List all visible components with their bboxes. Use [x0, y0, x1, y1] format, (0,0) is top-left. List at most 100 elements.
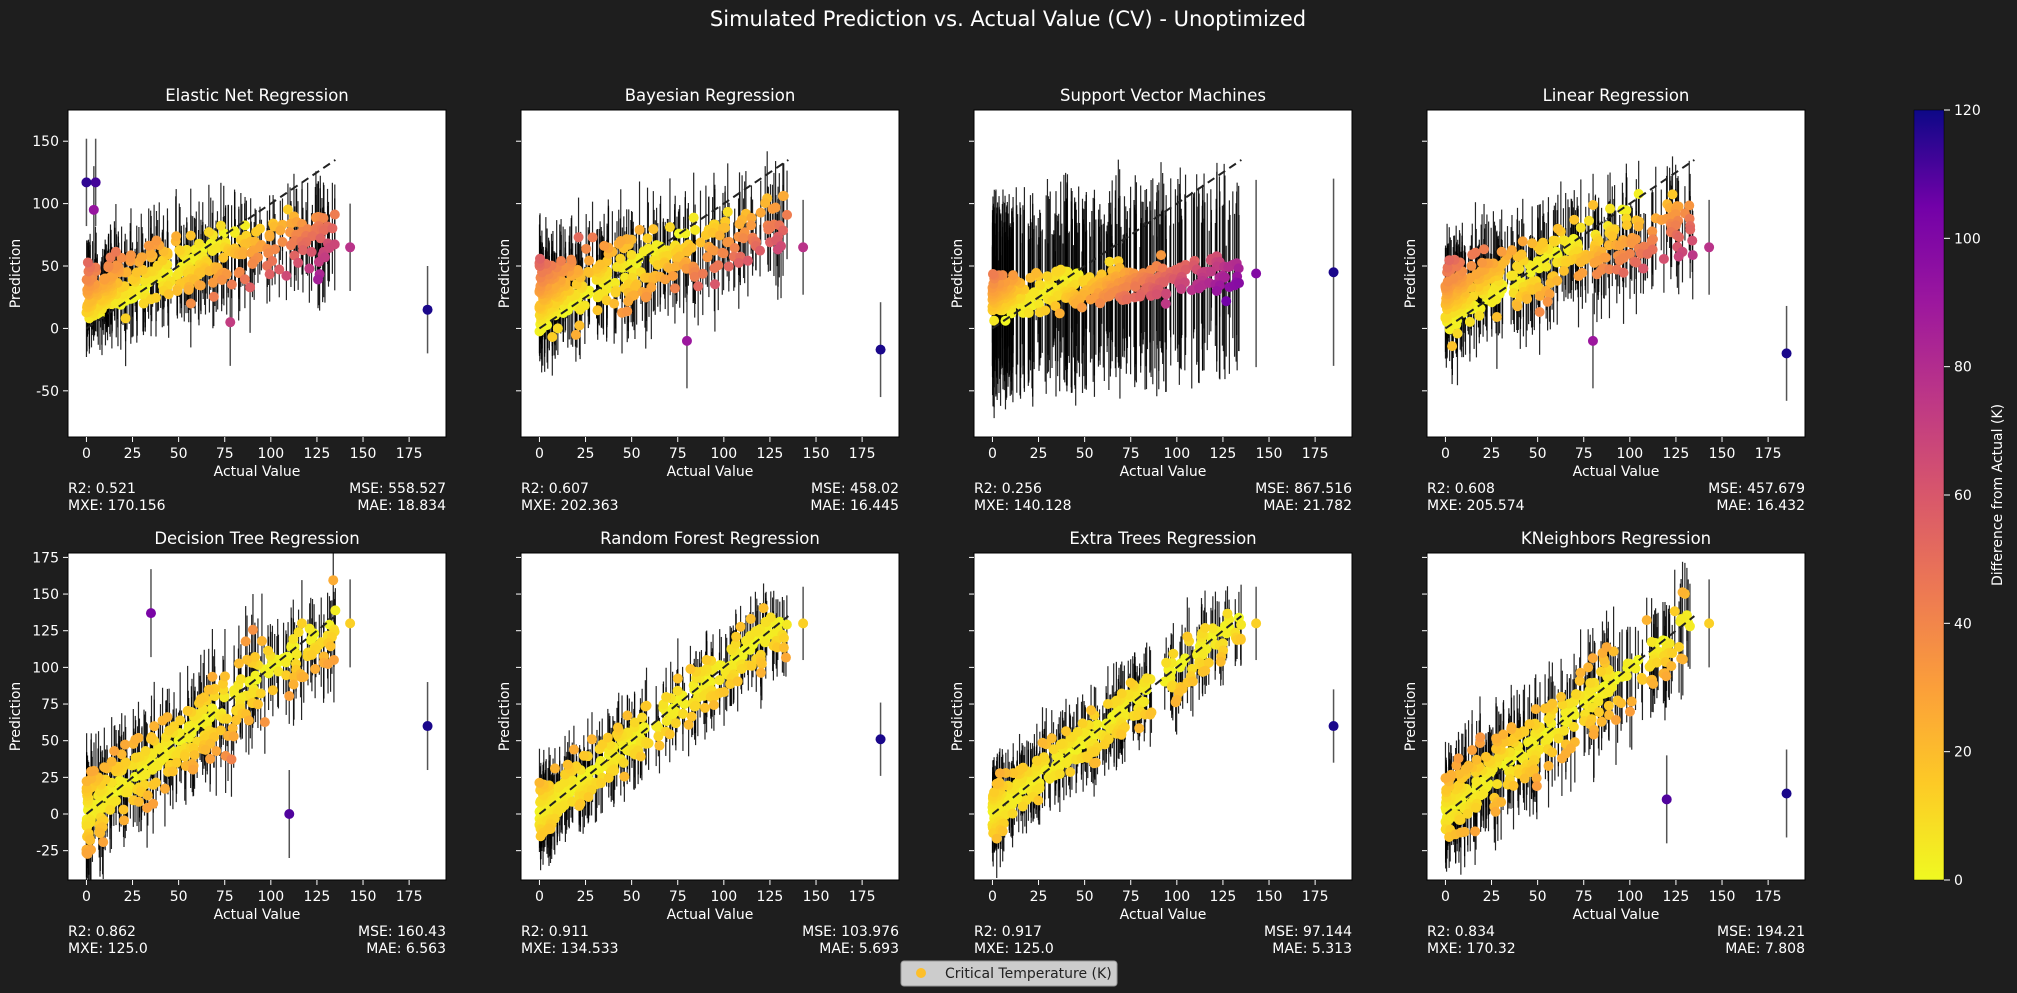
scatter-point: [118, 815, 129, 826]
scatter-point: [1626, 238, 1637, 249]
scatter-point: [267, 685, 278, 696]
scatter-point: [623, 296, 634, 307]
scatter-point: [86, 766, 97, 777]
scatter-point: [765, 612, 776, 623]
scatter-point: [98, 837, 109, 848]
scatter-point: [259, 717, 270, 728]
scatter-point: [1552, 223, 1563, 234]
metric-mxe: MXE: 205.574: [1427, 498, 1525, 514]
y-axis-label: Prediction: [497, 682, 513, 752]
scatter-point: [203, 227, 214, 238]
scatter-point: [667, 270, 678, 281]
scatter-point: [130, 752, 141, 763]
scatter-point: [1008, 270, 1019, 281]
scatter-point: [677, 708, 688, 719]
scatter-point: [81, 274, 92, 285]
scatter-point: [610, 277, 621, 288]
scatter-point: [216, 274, 227, 285]
scatter-point: [207, 277, 218, 288]
scatter-point: [640, 701, 651, 712]
scatter-point: [1491, 312, 1502, 323]
metric-r2: R2: 0.608: [1427, 481, 1495, 497]
scatter-point: [547, 331, 558, 342]
scatter-point: [596, 778, 607, 789]
scatter-point: [120, 739, 131, 750]
scatter-point: [1054, 768, 1065, 779]
scatter-point: [798, 242, 809, 253]
scatter-point: [120, 313, 131, 324]
scatter-point: [599, 240, 610, 251]
scatter-point: [1573, 271, 1584, 282]
x-tick-label: 25: [124, 889, 142, 905]
scatter-point: [730, 639, 741, 650]
scatter-point: [574, 320, 585, 331]
x-axis-label: Actual Value: [214, 907, 301, 923]
x-tick-label: 50: [170, 889, 188, 905]
scatter-point: [280, 657, 291, 668]
scatter-point: [1667, 189, 1678, 200]
x-tick-label: 25: [577, 446, 595, 462]
scatter-point: [755, 667, 766, 678]
scatter-point: [183, 721, 194, 732]
scatter-point: [215, 220, 226, 231]
x-tick-label: 100: [710, 446, 737, 462]
scatter-point: [610, 287, 621, 298]
scatter-point: [304, 263, 315, 274]
scatter-point: [1072, 726, 1083, 737]
scatter-point: [1466, 260, 1477, 271]
scatter-point: [242, 654, 253, 665]
scatter-point: [142, 790, 153, 801]
scatter-point: [183, 733, 194, 744]
panel-4: 0 25 50 75 100 125 150 175 Linear Regression Actu…: [1403, 86, 1806, 514]
scatter-point: [1624, 248, 1635, 259]
scatter-point: [88, 204, 99, 215]
scatter-point: [1051, 266, 1062, 277]
scatter-point: [1194, 283, 1205, 294]
scatter-point: [281, 670, 292, 681]
scatter-point: [277, 236, 288, 247]
scatter-point: [1206, 266, 1217, 277]
scatter-point: [1034, 299, 1045, 310]
scatter-point: [233, 658, 244, 669]
scatter-point: [1687, 250, 1698, 261]
scatter-point: [1684, 200, 1695, 211]
scatter-point: [163, 289, 174, 300]
scatter-point: [689, 271, 700, 282]
scatter-point: [1527, 238, 1538, 249]
scatter-point: [1219, 272, 1230, 283]
y-tick-label: 100: [32, 660, 59, 676]
scatter-point: [262, 260, 273, 271]
metric-mae: MAE: 18.834: [357, 498, 446, 514]
scatter-point: [709, 263, 720, 274]
scatter-point: [306, 649, 317, 660]
scatter-point: [661, 692, 672, 703]
scatter-point: [1781, 348, 1792, 359]
scatter-point: [313, 256, 324, 267]
scatter-point: [782, 209, 793, 220]
metric-mxe: MXE: 202.363: [521, 498, 619, 514]
scatter-point: [103, 260, 114, 271]
scatter-point: [1135, 291, 1146, 302]
x-tick-label: 100: [710, 889, 737, 905]
scatter-point: [81, 177, 92, 188]
panels: 0 25 50 75 100 125 150 175 -50 0 50 100 150 Elastic N…: [8, 86, 1806, 957]
scatter-point: [758, 603, 769, 614]
scatter-point: [701, 655, 712, 666]
scatter-point: [778, 190, 789, 201]
scatter-point: [534, 326, 545, 337]
x-tick-label: 25: [1030, 446, 1048, 462]
panel-title: Elastic Net Regression: [165, 86, 349, 105]
scatter-point: [1104, 256, 1115, 267]
scatter-point: [1251, 268, 1262, 279]
scatter-point: [281, 270, 292, 281]
scatter-point: [171, 757, 182, 768]
scatter-point: [1151, 289, 1162, 300]
scatter-point: [225, 317, 236, 328]
x-tick-label: 150: [1256, 446, 1283, 462]
scatter-point: [1089, 746, 1100, 757]
scatter-point: [1095, 298, 1106, 309]
scatter-point: [140, 769, 151, 780]
scatter-point: [1103, 291, 1114, 302]
panel-6: 0 25 50 75 100 125 150 175 Random Forest Regress…: [497, 529, 900, 957]
plot-frame: [1426, 109, 1806, 438]
